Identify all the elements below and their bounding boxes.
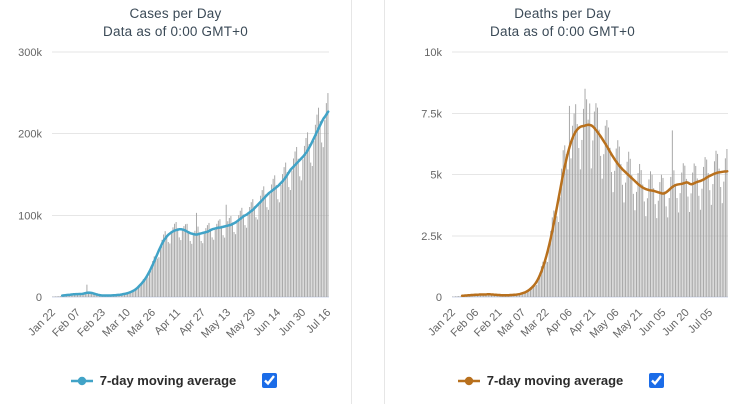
moving-average-line-icon xyxy=(457,376,480,385)
svg-text:Jun 30: Jun 30 xyxy=(276,307,308,339)
svg-text:Apr 11: Apr 11 xyxy=(152,307,183,338)
svg-text:300k: 300k xyxy=(18,47,42,59)
panel-divider-gap xyxy=(352,0,384,404)
svg-text:10k: 10k xyxy=(424,47,442,59)
cases-chart-panel: Cases per Day Data as of 0:00 GMT+0 0 100… xyxy=(0,0,352,404)
svg-text:0: 0 xyxy=(36,292,42,304)
deaths-chart-panel: Deaths per Day Data as of 0:00 GMT+0 0 2.… xyxy=(384,0,740,404)
cases-series-checkbox[interactable] xyxy=(262,373,278,388)
svg-text:Jun 14: Jun 14 xyxy=(251,307,283,339)
svg-text:Jun 20: Jun 20 xyxy=(660,307,692,339)
svg-text:200k: 200k xyxy=(18,129,42,141)
svg-text:Jul 05: Jul 05 xyxy=(686,307,715,336)
svg-text:0: 0 xyxy=(436,292,442,304)
svg-text:Jul 16: Jul 16 xyxy=(304,307,333,336)
deaths-legend-label: 7-day moving average xyxy=(486,373,624,388)
cases-chart-subtitle: Data as of 0:00 GMT+0 xyxy=(103,24,248,39)
deaths-chart-title: Deaths per Day xyxy=(514,6,611,21)
svg-text:Mar 26: Mar 26 xyxy=(125,307,158,340)
svg-text:100k: 100k xyxy=(18,210,42,222)
deaths-legend-item[interactable]: 7-day moving average xyxy=(385,370,740,391)
moving-average-line-icon xyxy=(70,376,93,385)
svg-text:7.5k: 7.5k xyxy=(421,108,442,120)
cases-chart-title: Cases per Day xyxy=(129,6,222,21)
svg-text:2.5k: 2.5k xyxy=(421,231,442,243)
svg-text:5k: 5k xyxy=(430,170,442,182)
deaths-series-checkbox[interactable] xyxy=(649,373,665,388)
cases-legend-label: 7-day moving average xyxy=(99,373,237,388)
cases-legend-item[interactable]: 7-day moving average xyxy=(0,370,351,391)
deaths-chart-subtitle: Data as of 0:00 GMT+0 xyxy=(490,24,635,39)
